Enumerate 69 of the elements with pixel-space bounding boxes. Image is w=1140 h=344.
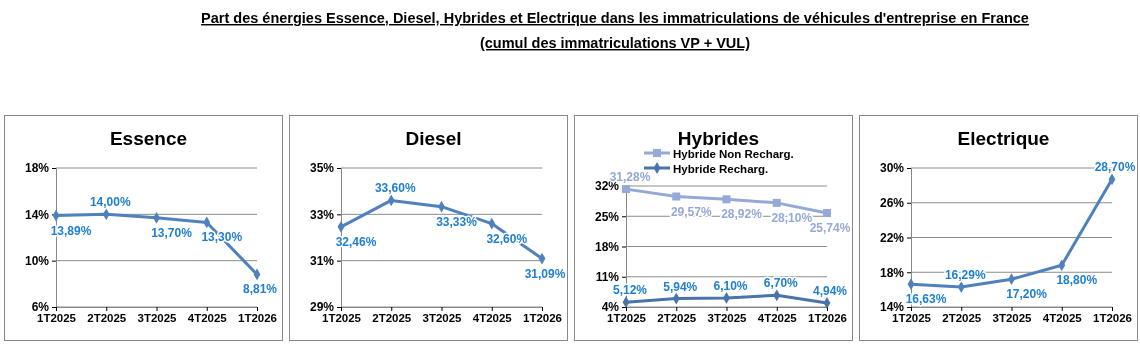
y-tick-label: 25% [594, 209, 620, 224]
point [672, 192, 681, 201]
y-tick-label: 35% [309, 161, 335, 176]
data-label: 5,94% [663, 279, 698, 294]
data-label: 13,89% [50, 223, 92, 238]
x-tick-label: 3T2025 [992, 312, 1033, 325]
text: Part des énergies Essence, Diesel, Hybrides et Electrique dans les immatriculations de véhicules d'entreprise en France [201, 10, 1029, 26]
y-tick-label: 4% [601, 300, 620, 315]
data-label: 17,20% [1006, 287, 1048, 302]
data-label: 32,46% [335, 234, 377, 249]
point [823, 209, 831, 218]
x-tick-label: 4T2025 [1042, 312, 1083, 325]
y-tick-label: 18% [879, 265, 905, 280]
x-tick-label: 1T2025 [36, 312, 77, 325]
x-tick-label: 2T2025 [372, 312, 412, 325]
x-tick-label: 3T2025 [707, 312, 748, 325]
x-tick-label: 1T2025 [891, 312, 932, 325]
point [722, 195, 731, 204]
x-tick-label: 4T2025 [187, 312, 228, 325]
data-label: 6,10% [713, 278, 748, 293]
data-label: 33,33% [436, 214, 478, 229]
x-tick-label: 2T2025 [942, 312, 982, 325]
y-tick-label: 14% [24, 207, 50, 222]
y-tick-label: 26% [879, 196, 905, 211]
data-label: 5,12% [612, 283, 648, 298]
point [772, 198, 781, 207]
data-label: 16,29% [944, 268, 986, 283]
y-tick-label: 6% [31, 300, 50, 315]
y-tick-label: 18% [594, 239, 620, 254]
y-tick-label: 30% [879, 161, 905, 176]
x-tick-label: 1T2026 [522, 312, 563, 325]
y-tick-label: 10% [24, 254, 50, 269]
data-label: 6,70% [763, 276, 799, 291]
chart-title: Electrique [957, 128, 1050, 149]
data-label: 25,74% [809, 221, 851, 236]
y-tick-label: 14% [879, 300, 905, 315]
point [622, 185, 630, 194]
text: (cumul des immatriculations VP + VUL) [479, 35, 751, 51]
x-tick-label: 3T2025 [422, 312, 463, 325]
x-tick-label: 4T2025 [472, 312, 513, 325]
x-tick-label: 3T2025 [137, 312, 178, 325]
y-tick-label: 29% [309, 300, 335, 315]
x-tick-label: 1T2026 [237, 312, 278, 325]
chart-title: Diesel [405, 128, 462, 149]
x-tick-label: 4T2025 [757, 312, 798, 325]
legend-label: Hybride Recharg. [673, 162, 769, 175]
y-tick-label: 11% [595, 270, 620, 285]
data-label: 28,70% [1094, 160, 1136, 175]
data-label: 14,00% [89, 195, 131, 210]
data-label: 16,63% [905, 292, 947, 307]
x-tick-label: 1T2025 [321, 312, 362, 325]
data-label: 4,94% [812, 283, 848, 298]
data-label: 18,80% [1056, 273, 1098, 288]
x-tick-label: 2T2025 [657, 312, 697, 325]
x-tick-label: 1T2025 [606, 312, 647, 325]
x-tick-label: 1T2026 [1092, 312, 1133, 325]
x-tick-label: 2T2025 [87, 312, 127, 325]
y-tick-label: 22% [879, 230, 905, 245]
y-tick-label: 31% [309, 254, 335, 269]
y-tick-label: 18% [24, 161, 50, 176]
data-label: 31,09% [524, 266, 566, 281]
data-label: 13,70% [151, 225, 193, 240]
chart-title: Essence [109, 128, 188, 149]
x-tick-label: 1T2026 [807, 312, 848, 325]
data-label: 29,57% [670, 204, 712, 219]
chart-title: Hybrides [677, 128, 760, 149]
data-label: 8,81% [242, 282, 278, 297]
y-tick-label: 33% [309, 207, 335, 222]
data-label: 33,60% [374, 181, 416, 196]
